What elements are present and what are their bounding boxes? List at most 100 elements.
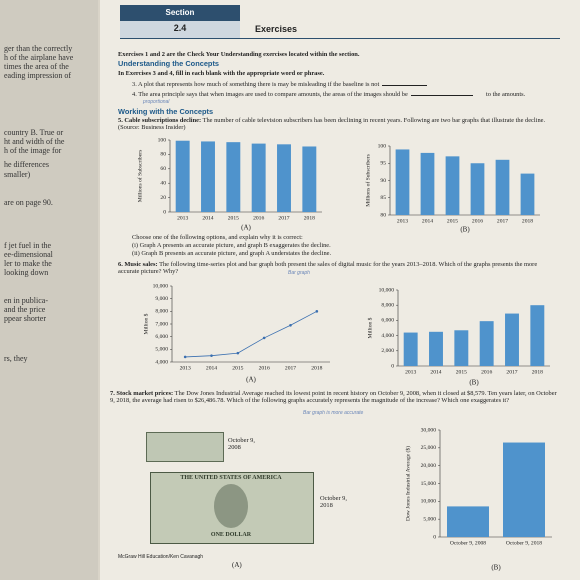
point: [289, 323, 292, 327]
point: [183, 355, 187, 359]
y-tick-label: 8,000: [381, 302, 394, 308]
exercise-text: The Dow Jones Industrial Average reached…: [110, 390, 557, 405]
bar: [470, 163, 485, 215]
y-tick-label: 40: [160, 180, 166, 186]
margin-text: eading impression of: [4, 71, 72, 80]
y-axis-label: Million $: [366, 317, 373, 338]
y-tick-label: 0: [391, 363, 394, 369]
chart-caption: (B): [460, 226, 470, 234]
exercise-7: 7. Stock market prices: The Dow Jones In…: [110, 390, 558, 405]
y-tick-label: 15,000: [421, 481, 437, 487]
x-tick-label: 2014: [422, 218, 433, 224]
margin-text: ht and width of the: [4, 137, 65, 146]
bar: [505, 313, 519, 366]
exercise-3: 3. A plot that represents how much of so…: [132, 81, 428, 88]
margin-text: rs, they: [4, 354, 28, 363]
y-tick-label: 0: [433, 534, 436, 540]
y-tick-label: 20,000: [421, 463, 437, 469]
y-tick-label: 85: [380, 195, 386, 201]
y-axis-label: Dow Jones Industrial Average ($): [404, 446, 411, 521]
chart-caption: (B): [469, 379, 479, 387]
left-margin: ger than the correctly h of the airplane …: [0, 0, 98, 580]
x-tick-label: 2015: [447, 218, 458, 224]
margin-text: f jet fuel in the: [4, 241, 52, 250]
bar: [226, 142, 241, 212]
y-tick-label: 4,000: [381, 333, 394, 339]
blank: [410, 95, 473, 96]
section-title: Exercises: [255, 24, 298, 34]
bar: [495, 159, 510, 215]
bar: [302, 146, 317, 212]
choose: Choose one of the following options, and…: [132, 234, 303, 241]
bar: [420, 152, 435, 215]
y-tick-label: 6,000: [155, 334, 168, 340]
y-tick-label: 5,000: [155, 347, 168, 353]
x-tick-label: 2017: [506, 369, 517, 375]
y-axis-label: Millions of Subscribers: [136, 150, 143, 203]
bar: [445, 156, 460, 215]
x-tick-label: 2016: [259, 365, 270, 371]
margin-text: looking down: [4, 268, 49, 277]
chart-caption: (A): [246, 376, 256, 384]
x-tick-label: October 9, 2008: [450, 540, 486, 546]
y-tick-label: 0: [163, 209, 166, 215]
margin-text: are on page 90.: [4, 198, 53, 207]
y-axis-label: Million $: [142, 313, 149, 334]
y-tick-label: 60: [160, 166, 166, 172]
x-tick-label: 2017: [497, 218, 508, 224]
caption: (A): [232, 561, 242, 569]
intro: Exercises 1 and 2 are the Check Your Und…: [118, 51, 360, 58]
point: [262, 336, 266, 340]
exercise-6: 6. Music sales: The following time-serie…: [118, 261, 558, 276]
x-tick-label: 2014: [430, 369, 441, 375]
y-tick-label: 100: [158, 137, 167, 143]
exercise-5: 5. Cable subscriptions decline: The numb…: [118, 117, 558, 132]
x-tick-label: 2017: [278, 215, 289, 221]
margin-text: he differences: [4, 160, 49, 169]
margin-text: h of the airplane have: [4, 53, 74, 62]
bar: [520, 173, 535, 215]
bar: [479, 321, 494, 366]
x-tick-label: 2014: [206, 365, 217, 371]
section-number: 2.4: [173, 23, 187, 33]
bar: [447, 506, 489, 537]
bill-text: ONE DOLLAR: [210, 532, 252, 538]
handwritten-note: proportional: [143, 99, 170, 105]
y-tick-label: 30,000: [421, 427, 437, 433]
bar: [503, 442, 545, 537]
y-tick-label: 5,000: [423, 516, 436, 522]
exercise-text: The following time-series plot and bar g…: [118, 261, 538, 276]
bar: [277, 144, 291, 212]
bar: [251, 143, 266, 212]
margin-text: ger than the correctly: [4, 44, 73, 53]
line: [185, 310, 318, 358]
x-tick-label: 2015: [232, 365, 243, 371]
x-tick-label: 2018: [311, 365, 322, 371]
handwritten-note: Bar graph: [288, 270, 310, 276]
y-tick-label: 20: [160, 195, 166, 201]
exercise-4: 4. The area principle says that when ima…: [132, 91, 473, 98]
y-tick-label: 95: [380, 161, 386, 167]
chart-caption: (B): [491, 564, 501, 572]
option-1: (i) Graph A presents an accurate picture…: [132, 242, 331, 249]
section-tab: [120, 5, 240, 21]
bar: [175, 140, 190, 212]
margin-text: en in publica-: [4, 296, 48, 305]
exercise-text: The number of cable television subscribe…: [118, 117, 546, 132]
y-tick-label: 4,000: [155, 359, 168, 365]
bill-portrait: [214, 484, 248, 528]
bar: [429, 331, 443, 366]
x-tick-label: October 9, 2018: [506, 540, 542, 546]
margin-text: ppear shorter: [4, 314, 46, 323]
y-tick-label: 10,000: [153, 283, 169, 289]
blank: [382, 85, 428, 86]
bar: [403, 332, 418, 366]
point: [236, 351, 240, 355]
margin-text: country B. True or: [4, 128, 64, 137]
exercise-4-end: to the amounts.: [486, 91, 526, 98]
point: [315, 310, 319, 313]
x-tick-label: 2016: [472, 218, 483, 224]
section-number-box: [120, 21, 240, 38]
heading: Working with the Concepts: [118, 107, 214, 116]
